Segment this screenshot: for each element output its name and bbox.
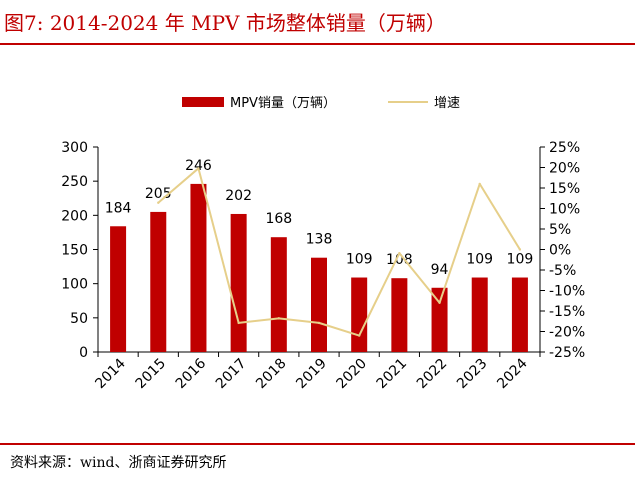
bar: [311, 257, 327, 352]
y-tick-label-right: 10%: [549, 202, 580, 218]
growth-line-series: [157, 167, 522, 337]
data-label: 109: [346, 252, 373, 268]
legend: MPV销量（万辆） 增速: [182, 96, 460, 111]
bar-series: [110, 183, 528, 352]
y-tick-label-left: 250: [61, 174, 88, 190]
data-label: 94: [431, 262, 449, 278]
x-tick-label: 2024: [494, 355, 531, 392]
y-tick-label-right: 0%: [549, 243, 571, 259]
growth-point: [357, 334, 361, 337]
data-label: 168: [265, 211, 292, 227]
y-tick-label-right: -5%: [549, 263, 576, 279]
bar: [110, 226, 127, 352]
y-tick-label-left: 150: [61, 243, 88, 259]
data-label: 202: [225, 188, 252, 204]
x-tick-label: 2018: [253, 356, 290, 393]
y-tick-label-right: 20%: [549, 161, 580, 177]
bar: [511, 277, 528, 352]
growth-point: [157, 201, 160, 204]
legend-bar-swatch: [182, 97, 224, 107]
bar: [431, 287, 448, 352]
source-divider: [0, 443, 635, 445]
x-tick-label: 2017: [213, 356, 250, 393]
data-label: 109: [466, 252, 493, 268]
growth-point: [478, 182, 481, 186]
legend-bar-label: MPV销量（万辆）: [230, 96, 336, 111]
y-tick-label-right: -15%: [549, 304, 585, 320]
bar: [150, 211, 167, 352]
y-tick-label-right: -25%: [549, 345, 585, 361]
x-tick-label: 2016: [173, 355, 210, 392]
data-label: 108: [386, 252, 413, 268]
y-tick-label-left: 300: [61, 140, 88, 156]
x-tick-label: 2021: [374, 356, 411, 393]
y-tick-label-right: 25%: [549, 140, 580, 156]
bar: [190, 183, 207, 352]
y-tick-label-left: 200: [61, 208, 88, 224]
source-note: 资料来源：wind、浙商证券研究所: [10, 455, 227, 471]
data-label: 184: [105, 200, 132, 216]
data-label: 138: [306, 232, 333, 248]
growth-point: [518, 248, 522, 251]
x-tick-label: 2020: [333, 356, 370, 393]
data-label: 109: [507, 252, 534, 268]
x-tick-label: 2014: [92, 355, 129, 392]
y-tick-label-left: 100: [61, 277, 88, 293]
x-tick-label: 2019: [293, 356, 330, 393]
y-tick-label-right: -10%: [549, 284, 585, 300]
legend-line-label: 增速: [434, 96, 460, 111]
bar: [471, 277, 488, 352]
growth-point: [277, 317, 281, 320]
y-tick-label-left: 0: [79, 345, 88, 361]
figure-title: 图7: 2014-2024 年 MPV 市场整体销量（万辆）: [4, 11, 446, 35]
y-tick-label-right: 5%: [549, 222, 571, 238]
bar: [230, 213, 247, 352]
y-tick-label-right: 15%: [549, 181, 580, 197]
data-label: 246: [185, 158, 212, 174]
x-tick-label: 2023: [454, 356, 491, 393]
title-divider: [0, 43, 635, 45]
growth-point: [237, 321, 240, 325]
x-tick-label: 2015: [133, 356, 170, 393]
growth-line: [157, 167, 521, 337]
bar: [270, 237, 287, 352]
x-tick-label: 2022: [414, 356, 451, 393]
growth-point: [438, 301, 441, 304]
growth-point: [317, 321, 321, 325]
growth-point: [197, 167, 200, 170]
y-tick-label-right: -20%: [549, 325, 585, 341]
y-tick-label-left: 50: [70, 311, 88, 327]
bar: [351, 277, 368, 352]
bar: [391, 278, 408, 352]
growth-point: [398, 251, 401, 255]
